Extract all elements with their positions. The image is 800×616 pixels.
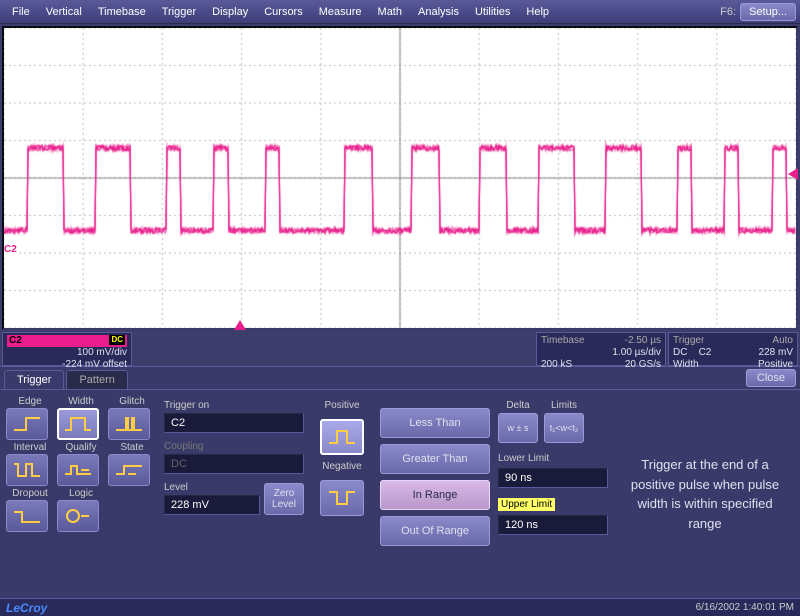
- logic-icon: [63, 506, 93, 526]
- range-greater-than-button[interactable]: Greater Than: [380, 444, 490, 474]
- delta-label: Delta: [498, 400, 538, 411]
- panel-body: EdgeWidthGlitch IntervalQualifyState Dro…: [0, 389, 800, 598]
- polarity-group: Positive Negative: [312, 396, 372, 592]
- type-edge-button[interactable]: [6, 408, 48, 440]
- type-width-button[interactable]: [57, 408, 99, 440]
- f6-label: F6:: [720, 6, 736, 18]
- menu-trigger[interactable]: Trigger: [154, 4, 204, 20]
- level-label: Level: [164, 482, 260, 493]
- glitch-icon: [114, 414, 144, 434]
- trigger-description: Trigger at the end of a positive pulse w…: [616, 396, 794, 592]
- timebase-delay: -2.50 µs: [625, 335, 661, 347]
- menu-analysis[interactable]: Analysis: [410, 4, 467, 20]
- qualify-icon: [63, 460, 93, 480]
- menu-vertical[interactable]: Vertical: [38, 4, 90, 20]
- panel-tabs: Trigger Pattern Close: [0, 367, 800, 389]
- type-state-button[interactable]: [108, 454, 150, 486]
- timebase-info-box[interactable]: Timebase-2.50 µs 1.00 µs/div 200 kS20 GS…: [536, 332, 666, 366]
- setup-button[interactable]: Setup...: [740, 3, 796, 21]
- timebase-scale: 1.00 µs/div: [541, 347, 661, 359]
- range-less-than-button[interactable]: Less Than: [380, 408, 490, 438]
- positive-button[interactable]: [320, 419, 364, 455]
- type-label-interval: Interval: [6, 442, 54, 453]
- upper-limit-field[interactable]: 120 ns: [498, 515, 608, 535]
- timebase-label: Timebase: [541, 335, 585, 347]
- lower-limit-field[interactable]: 90 ns: [498, 468, 608, 488]
- limits-label: Limits: [544, 400, 584, 411]
- trigger-label: Trigger: [673, 335, 704, 347]
- menu-measure[interactable]: Measure: [311, 4, 370, 20]
- waveform-canvas: [4, 28, 796, 328]
- limits-button[interactable]: t₁<w<t₂: [544, 413, 584, 443]
- trigger-source: C2: [699, 347, 712, 358]
- zero-level-button[interactable]: Zero Level: [264, 483, 304, 515]
- coupling-label: Coupling: [164, 441, 304, 452]
- channel-coupling-badge: DC: [109, 335, 125, 345]
- menu-help[interactable]: Help: [518, 4, 557, 20]
- state-icon: [114, 460, 144, 480]
- type-dropout-button[interactable]: [6, 500, 48, 532]
- type-label-width: Width: [57, 396, 105, 407]
- positive-pulse-icon: [327, 427, 357, 447]
- type-label-dropout: Dropout: [6, 488, 54, 499]
- level-field[interactable]: 228 mV: [164, 495, 260, 515]
- width-icon: [63, 414, 93, 434]
- trigger-mode: Auto: [772, 335, 793, 347]
- type-label-logic: Logic: [57, 488, 105, 499]
- type-label-glitch: Glitch: [108, 396, 156, 407]
- delta-button[interactable]: w ± s: [498, 413, 538, 443]
- menu-display[interactable]: Display: [204, 4, 256, 20]
- channel-scale: 100 mV/div: [7, 347, 127, 359]
- range-out-of-range-button[interactable]: Out Of Range: [380, 516, 490, 546]
- trigger-coupling: DC: [673, 347, 687, 358]
- menu-math[interactable]: Math: [370, 4, 410, 20]
- trigger-on-field[interactable]: C2: [164, 413, 304, 433]
- lower-limit-label: Lower Limit: [498, 453, 608, 464]
- edge-icon: [12, 414, 42, 434]
- positive-label: Positive: [324, 400, 359, 411]
- menu-bar: File Vertical Timebase Trigger Display C…: [0, 0, 800, 24]
- dropout-icon: [12, 506, 42, 526]
- trigger-info-box[interactable]: TriggerAuto DC C2 228 mV WidthPositive: [668, 332, 798, 366]
- trigger-level-marker-icon[interactable]: [788, 168, 798, 180]
- menu-utilities[interactable]: Utilities: [467, 4, 518, 20]
- interval-icon: [12, 460, 42, 480]
- trigger-level: 228 mV: [759, 347, 793, 359]
- close-button[interactable]: Close: [746, 369, 796, 387]
- negative-label: Negative: [322, 461, 361, 472]
- negative-pulse-icon: [327, 488, 357, 508]
- tab-trigger[interactable]: Trigger: [4, 370, 64, 389]
- trigger-settings: Trigger on C2 Coupling DC Level 228 mV Z…: [164, 396, 304, 592]
- range-in-range-button[interactable]: In Range: [380, 480, 490, 510]
- status-bar: LeCroy 6/16/2002 1:40:01 PM: [0, 598, 800, 616]
- info-bar: C2DC 100 mV/div -224 mV offset Timebase-…: [0, 332, 800, 366]
- type-label-state: State: [108, 442, 156, 453]
- type-qualify-button[interactable]: [57, 454, 99, 486]
- menu-cursors[interactable]: Cursors: [256, 4, 311, 20]
- channel-info-box[interactable]: C2DC 100 mV/div -224 mV offset: [2, 332, 132, 366]
- type-glitch-button[interactable]: [108, 408, 150, 440]
- type-label-edge: Edge: [6, 396, 54, 407]
- tab-pattern[interactable]: Pattern: [66, 370, 127, 389]
- trigger-position-marker-icon[interactable]: [234, 320, 246, 330]
- trigger-on-label: Trigger on: [164, 400, 304, 411]
- menu-file[interactable]: File: [4, 4, 38, 20]
- limits-group: Delta w ± s Limits t₁<w<t₂ Lower Limit 9…: [498, 396, 608, 592]
- channel-label: C2: [4, 244, 17, 255]
- type-label-qualify: Qualify: [57, 442, 105, 453]
- brand-logo: LeCroy: [6, 601, 47, 615]
- datetime: 6/16/2002 1:40:01 PM: [696, 602, 794, 613]
- type-interval-button[interactable]: [6, 454, 48, 486]
- waveform-display[interactable]: C2: [2, 26, 798, 330]
- trigger-panel: Trigger Pattern Close EdgeWidthGlitch In…: [0, 366, 800, 598]
- coupling-field: DC: [164, 454, 304, 474]
- trigger-types: EdgeWidthGlitch IntervalQualifyState Dro…: [6, 396, 156, 592]
- upper-limit-label: Upper Limit: [498, 498, 555, 511]
- type-logic-button[interactable]: [57, 500, 99, 532]
- range-group: Less Than Greater Than In Range Out Of Rang…: [380, 396, 490, 592]
- channel-name: C2: [9, 335, 22, 346]
- negative-button[interactable]: [320, 480, 364, 516]
- menu-timebase[interactable]: Timebase: [90, 4, 154, 20]
